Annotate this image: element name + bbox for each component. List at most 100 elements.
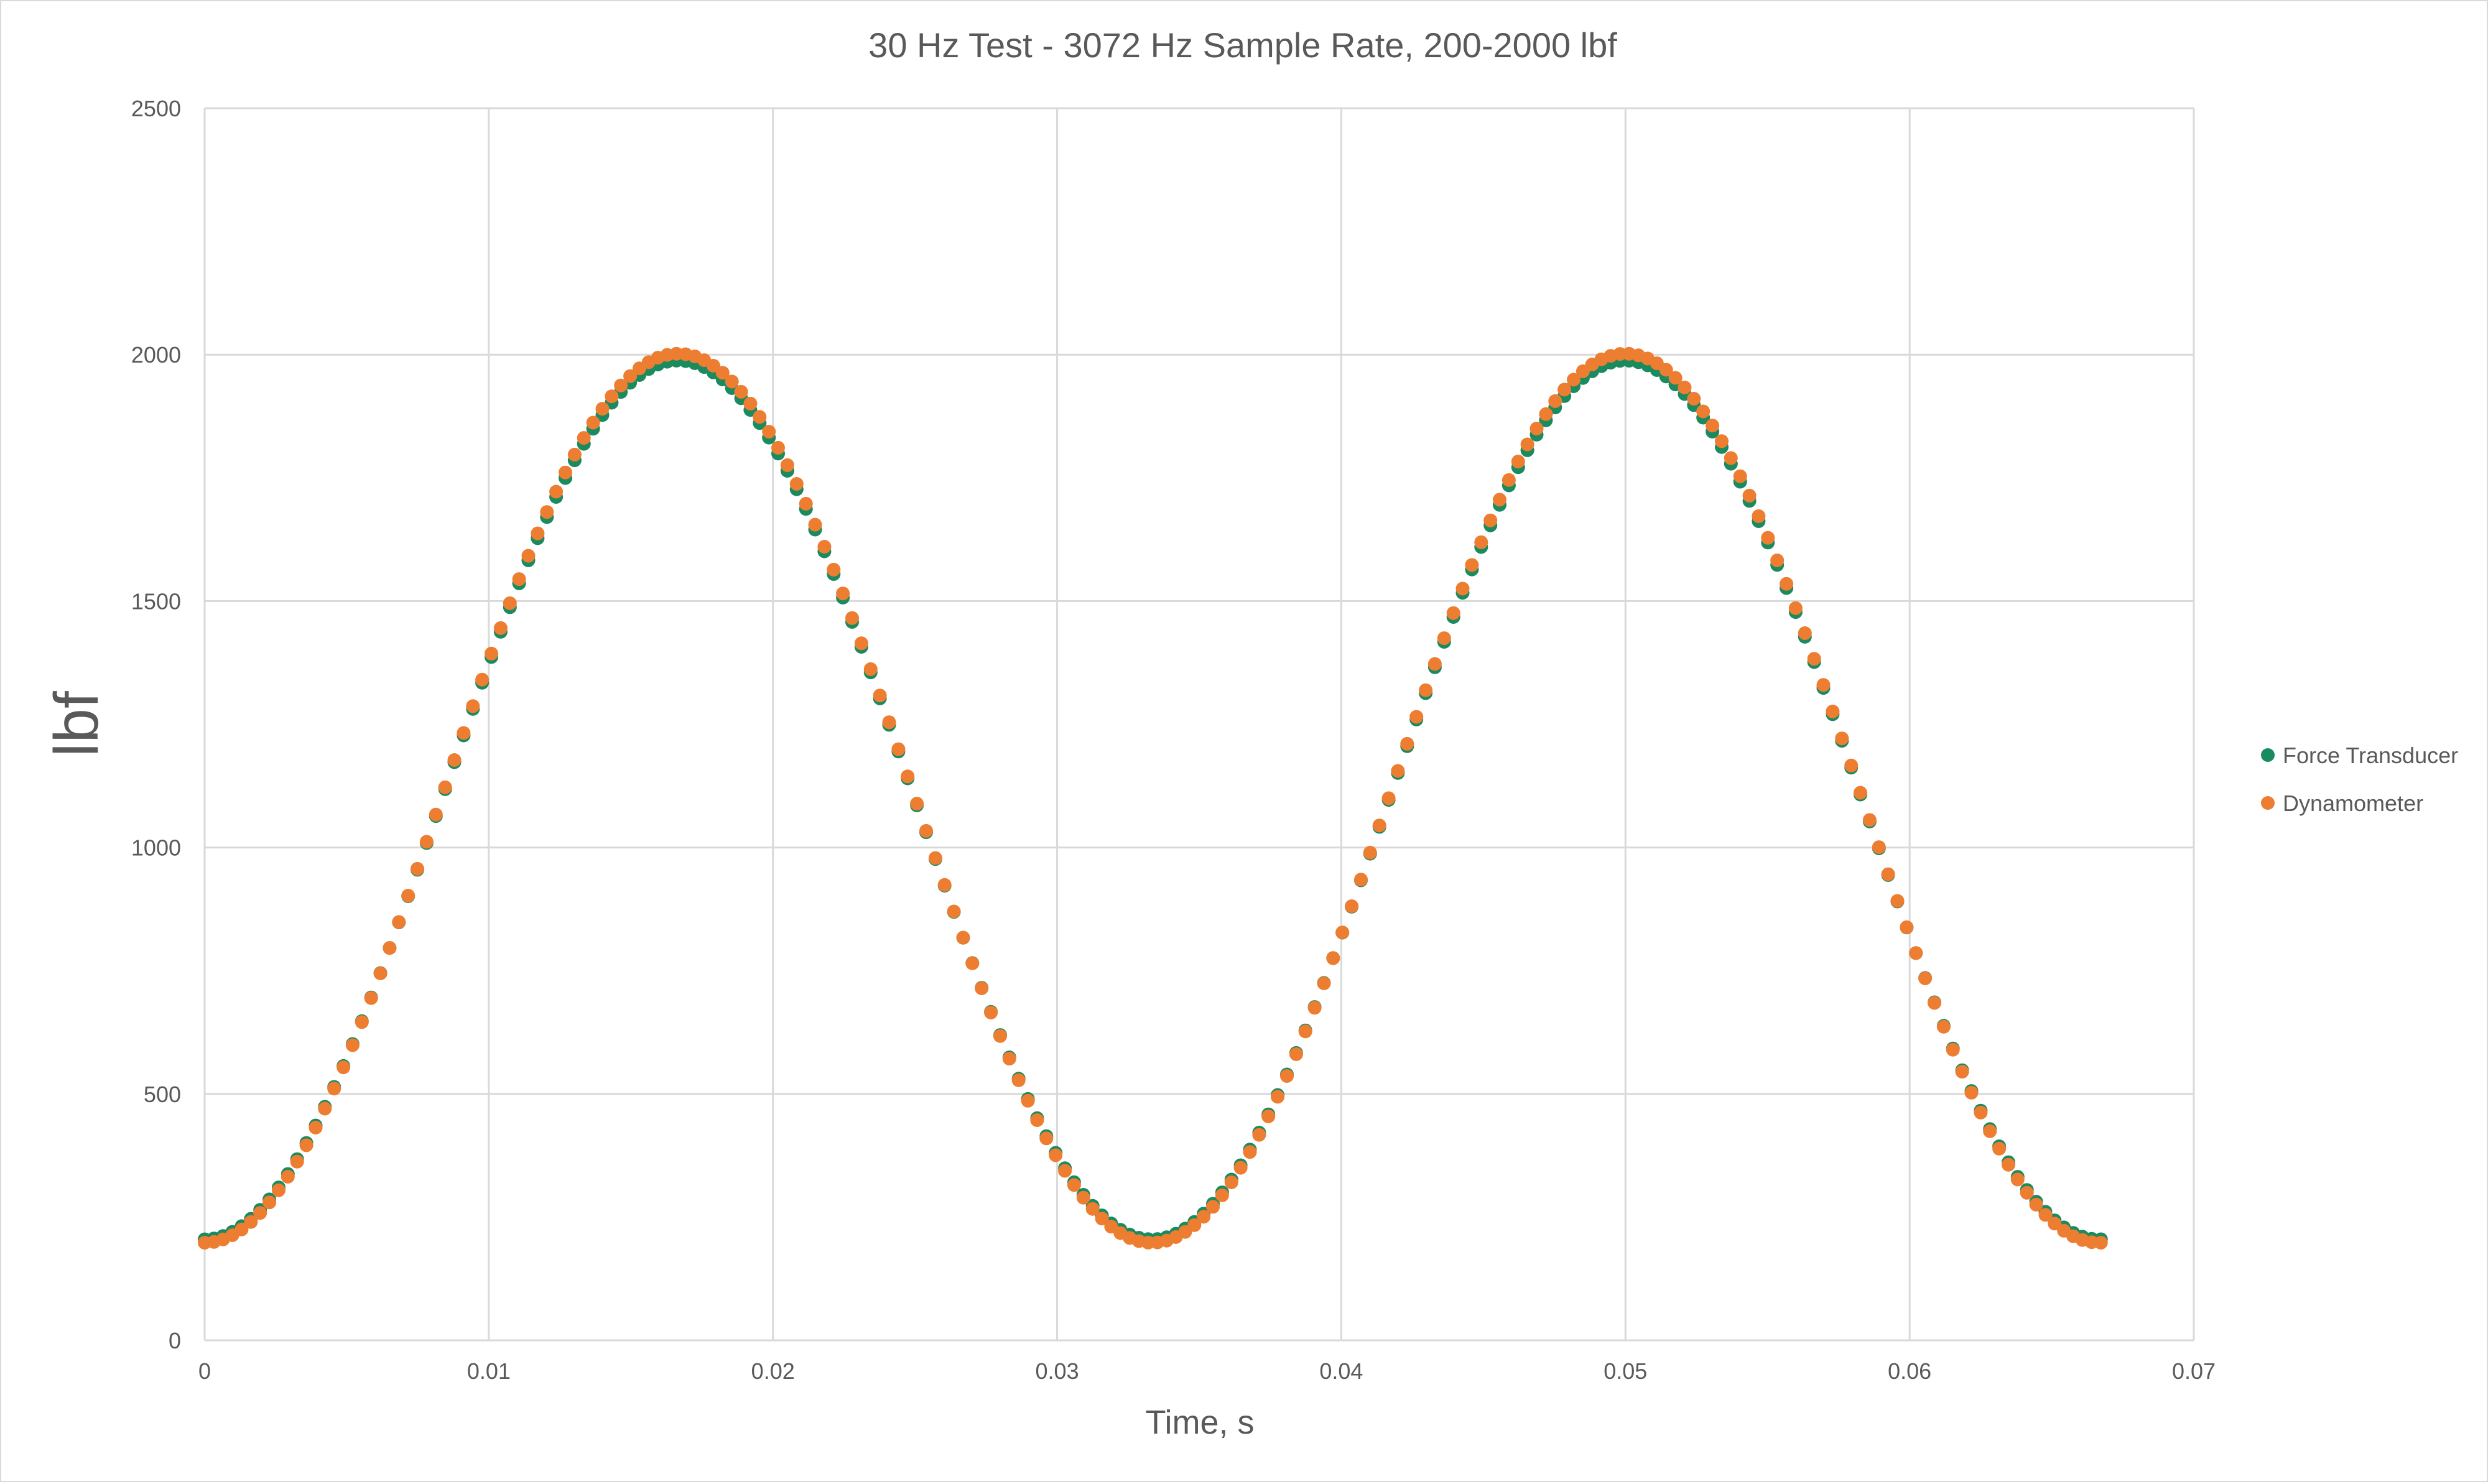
data-point [1696,404,1710,419]
y-axis-ticks: 0 500 1000 1500 2000 2500 [131,96,181,1353]
data-point [1427,657,1442,671]
data-point [1474,535,1488,549]
data-point [734,384,748,399]
y-tick-label: 500 [144,1082,181,1107]
legend-label: Dynamometer [2283,791,2423,816]
y-tick-label: 1000 [131,835,181,861]
data-point [1678,381,1692,394]
data-point [808,517,822,532]
data-point [595,402,610,416]
data-point [1307,1001,1322,1015]
data-point [262,1195,277,1210]
data-point [1807,652,1821,666]
data-point [1076,1190,1090,1205]
data-point [521,549,536,563]
data-point [1455,582,1470,596]
data-point [512,572,526,587]
data-point [234,1222,249,1236]
data-point [1049,1148,1063,1162]
x-tick-label: 0.06 [1888,1358,1931,1384]
x-tick-label: 0.01 [467,1358,511,1384]
data-point [1261,1109,1276,1123]
data-point [577,431,591,445]
data-point [1465,558,1479,572]
data-point [373,967,388,980]
data-point [1936,1019,1951,1034]
data-point [1992,1141,2007,1156]
data-point [1298,1024,1312,1039]
y-tick-label: 1500 [131,588,181,614]
data-point [1419,683,1433,697]
data-point [1187,1218,1202,1232]
data-point [281,1169,295,1184]
data-point [854,636,868,651]
data-point [2020,1185,2034,1200]
data-point [1835,731,1849,746]
data-point [1335,925,1350,940]
x-axis-label: Time, s [1146,1404,1255,1441]
data-point [244,1215,258,1229]
gridlines [203,107,2195,1342]
data-point [937,878,952,892]
x-tick-label: 0.03 [1036,1358,1079,1384]
data-point [1372,819,1386,833]
data-point [1770,554,1785,567]
data-point [1058,1164,1072,1178]
y-axis-label: lbf [42,691,111,757]
data-point [706,359,720,373]
data-point [1548,394,1562,408]
data-point [309,1121,323,1134]
data-point [1742,488,1757,503]
data-point [1752,509,1766,523]
data-point [1798,626,1812,640]
data-point [1881,867,1895,881]
data-point [975,981,989,995]
data-point [1706,419,1720,433]
data-point [1520,437,1534,452]
data-point [1983,1124,1997,1138]
data-point [715,366,730,380]
data-point [466,699,480,713]
data-point [928,851,942,865]
data-point [743,396,758,410]
data-point [567,447,582,461]
data-point [1233,1161,1248,1175]
data-point [1724,451,1738,465]
data-point [984,1006,998,1019]
data-point [1854,786,1867,800]
data-point [2002,1157,2015,1172]
data-point [789,477,804,491]
data-point [419,835,434,849]
data-point [1021,1093,1035,1108]
data-point [1400,736,1414,751]
data-point [605,389,619,404]
data-point [817,540,832,554]
data-point [1381,791,1396,805]
data-point [1890,894,1905,908]
data-point [1446,606,1460,620]
data-point [290,1154,304,1169]
data-point [586,415,600,430]
data-point [863,662,878,676]
series-force-transducer [198,353,2108,1246]
data-point [956,930,970,945]
data-point [1862,813,1877,827]
data-point [2048,1217,2062,1231]
data-point [2010,1172,2025,1187]
data-point [947,904,961,919]
data-point [2094,1236,2108,1250]
data-point [1354,873,1368,887]
data-point [1215,1188,1229,1202]
data-point [965,956,980,970]
data-point [1557,383,1572,397]
data-point [401,889,415,902]
data-point [364,991,378,1005]
data-point [1011,1073,1026,1087]
data-point [299,1138,313,1152]
data-point [1659,363,1673,377]
data-point [447,753,462,767]
data-point [1687,392,1701,406]
data-point [919,823,933,838]
